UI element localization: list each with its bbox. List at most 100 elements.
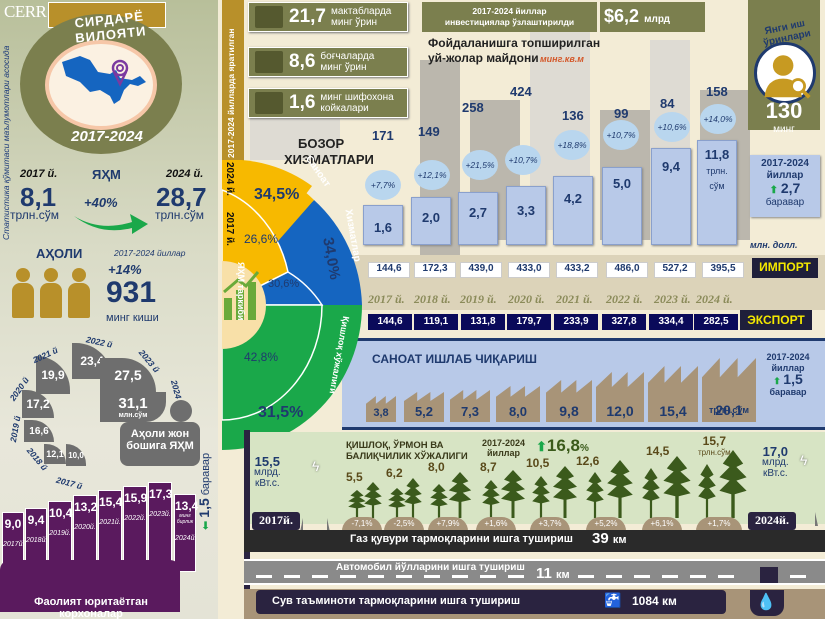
gdp-end-year: 2024 й.: [166, 168, 204, 180]
multiplier-value: 1,5: [196, 498, 212, 518]
gas-label: Газ қувури тармоқларини ишга тушириш: [350, 533, 573, 545]
trade-year: 2017 й.: [368, 292, 405, 306]
services-title: БОЗОР ХИЗМАТЛАРИ: [284, 136, 374, 168]
energy-end: 17,0 млрд. кВт.с.: [762, 445, 789, 479]
up-arrow-icon: ⬆: [536, 439, 547, 454]
agriculture-growth-unit: %: [580, 443, 589, 454]
enterprise-bar: 17,3 2023й.: [148, 482, 172, 572]
housing-value: 258: [462, 100, 484, 115]
water-unit: км: [662, 594, 677, 608]
agriculture-title-line2: БАЛИҚЧИЛИК ХЎЖАЛИГИ: [346, 451, 468, 462]
gas-value: 39 км: [592, 530, 627, 547]
investment-value: $6,2: [604, 6, 640, 26]
ring-label-2017: 2017 й.: [224, 212, 235, 246]
agri-value: 10,5: [526, 456, 550, 470]
agri-change: +1,6%: [476, 517, 516, 531]
industry-value: 3,8: [373, 407, 389, 419]
growth-bubble: +18,8%: [554, 130, 590, 160]
enterprise-year: 2021й.: [99, 519, 121, 526]
agri-change: +1,7%: [696, 517, 742, 531]
housing-value: 158: [706, 84, 728, 99]
hospital-beds-box: 1,6 минг шифохона койкалари: [248, 88, 408, 118]
enterprise-value: 9,4: [27, 513, 45, 527]
agri-unit: трлн.сўм: [698, 448, 731, 457]
industry-unit: трлн.сўм: [708, 405, 749, 415]
services-summary-period: 2017-2024 йиллар: [761, 158, 809, 181]
agri-change: +7,9%: [428, 517, 468, 531]
enterprises-label: Фаолият юритаётган корхоналар: [34, 596, 148, 620]
gdp-growth: +40%: [84, 195, 118, 210]
population-value: 931: [106, 276, 157, 309]
housing-value: 84: [660, 96, 675, 111]
water-tap-icon: 🚰: [604, 592, 622, 608]
industry-value: 5,2: [414, 404, 434, 419]
gdp-pc-slice-2024: 31,1 млн.сўм: [100, 392, 166, 422]
export-value: 327,8: [602, 314, 646, 330]
valve-icon: [760, 567, 778, 583]
gdp-pc-slice: 17,2: [22, 390, 54, 418]
jobs-value: 130: [765, 98, 803, 123]
export-value: 144,6: [368, 314, 412, 330]
water-value: 1084 км: [632, 594, 677, 608]
services-bar: 9,4: [651, 148, 691, 245]
growth-bubble: +7,7%: [365, 170, 401, 200]
person-icon: [40, 268, 62, 318]
water-tank: [750, 590, 784, 616]
kindergartens-text: боғчаларда: [320, 51, 375, 62]
import-value: 527,2: [654, 262, 696, 278]
house-baby-icon: [255, 51, 283, 73]
lightning-icon: ϟ: [312, 458, 320, 474]
agriculture-growth-value: 16,8: [546, 436, 580, 455]
industry-value: 9,8: [559, 403, 579, 419]
gdp-pc-slice: 12,1: [44, 444, 66, 464]
gas-pipeline-bar: [244, 530, 825, 552]
agri-change: +3,7%: [530, 517, 570, 531]
industry-value: 15,4: [659, 403, 687, 419]
energy-start-value: 15,5: [254, 454, 280, 469]
multiplier-text: баравар: [200, 452, 212, 496]
gdp-structure-label: ЯҲМ таркиби: [236, 262, 246, 321]
enterprise-year: 2024й.: [175, 535, 197, 542]
population-growth: +14%: [108, 262, 142, 277]
population-period: 2017-2024 йиллар: [114, 248, 186, 258]
services-bar: 2,7: [458, 192, 498, 245]
factory-icon: 20,1 трлн.сўм: [702, 358, 756, 422]
energy-start-unit2: кВт.с.: [254, 478, 280, 489]
agri-value: 14,5: [646, 444, 670, 458]
agri-value: 5,5: [346, 470, 363, 484]
industry-share-2024: 34,5%: [254, 186, 300, 203]
population-unit: минг киши: [106, 312, 159, 324]
hospital-beds-value: 1,6: [289, 92, 316, 113]
enterprise-bar: 9,0 2017й.: [2, 512, 24, 572]
gdp-pc-unit: млн.сўм: [118, 412, 148, 419]
up-arrow-icon: ⬅: [200, 520, 212, 530]
investment-box: 2017-2024 йиллар инвестициялар ўзлаштирил…: [422, 2, 597, 32]
industry-summary: 2017-2024 йиллар ⬆ 1,5 баравар: [758, 352, 818, 398]
road-km: 11: [536, 565, 552, 582]
agri-value: 8,7: [480, 460, 497, 474]
agri-change: +6,1%: [642, 517, 682, 531]
industry-value: 20,1: [715, 402, 743, 418]
services-bar: 2,0: [411, 197, 451, 245]
services-bar: 5,0: [602, 167, 642, 245]
gas-unit: км: [612, 534, 627, 546]
person-icon: [68, 268, 90, 318]
agriculture-title: ҚИШЛОҚ, ЎРМОН ВА БАЛИҚЧИЛИК ХЎЖАЛИГИ: [346, 440, 468, 462]
services-share-2017: 30,6%: [268, 278, 300, 290]
factory-icon: 15,4: [648, 366, 698, 422]
enterprise-year: 2020й.: [74, 524, 96, 531]
export-value: 131,8: [461, 314, 505, 330]
gdp-pc-slice: 16,6: [24, 420, 54, 442]
worker-search-icon: [754, 42, 816, 104]
water-km: 1084: [632, 594, 659, 608]
enterprise-year: 2018й.: [26, 537, 48, 544]
hospital-beds-text: минг шифохона: [320, 92, 394, 103]
trade-year: 2018 й.: [414, 292, 451, 306]
agriculture-period-years: 2017-2024: [482, 438, 526, 448]
enterprise-value: 15,4: [99, 495, 123, 509]
industry-value: 7,3: [460, 404, 480, 419]
ring-label-2024: 2024 й.: [224, 162, 235, 196]
road-unit: км: [556, 569, 570, 581]
kindergartens-value: 8,6: [289, 51, 316, 72]
population-title: АҲОЛИ: [36, 246, 83, 261]
